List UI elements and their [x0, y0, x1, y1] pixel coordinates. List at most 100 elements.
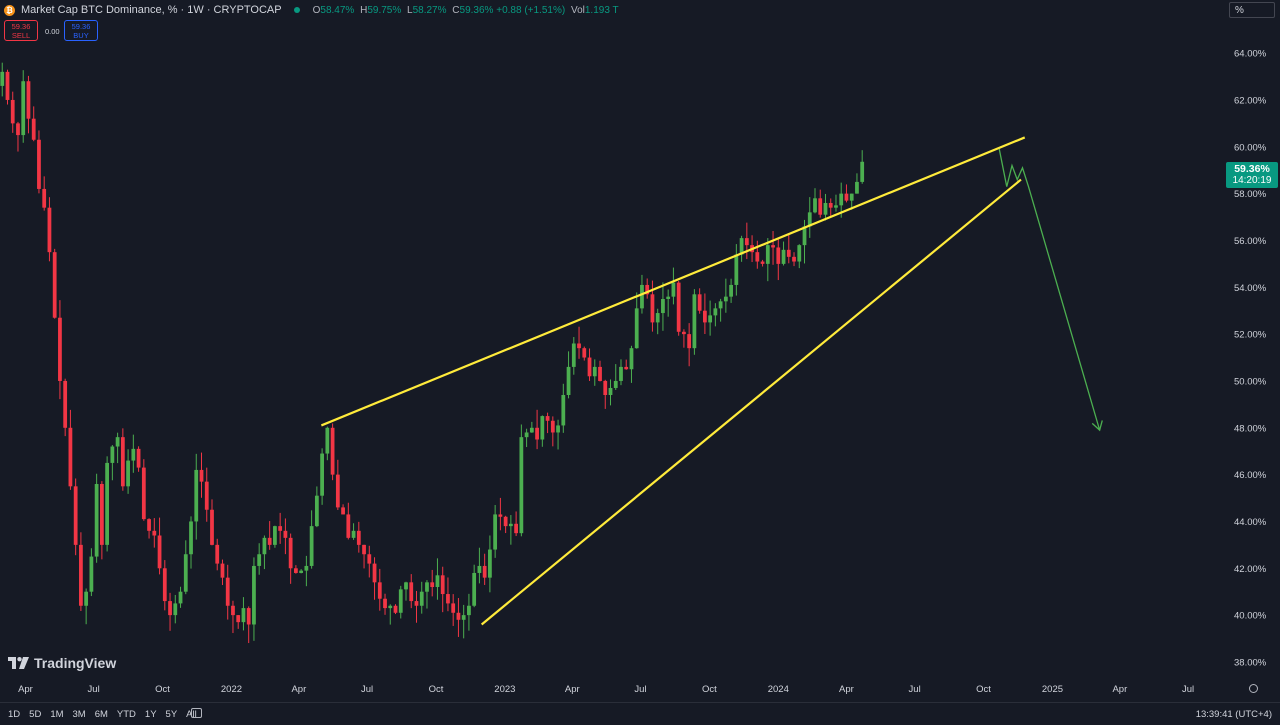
- range-3m[interactable]: 3M: [72, 709, 86, 720]
- market-status-icon: [293, 7, 300, 13]
- x-tick-label: Jul: [634, 684, 646, 695]
- candle: [477, 547, 482, 584]
- candle: [508, 515, 513, 545]
- x-tick-label: Oct: [702, 684, 717, 695]
- candle: [430, 569, 435, 597]
- gear-icon[interactable]: [1249, 684, 1258, 693]
- candle: [760, 259, 765, 267]
- candle: [58, 300, 62, 400]
- candle: [482, 553, 487, 585]
- chart-header: ₿ Market Cap BTC Dominance, % · 1W · CRY…: [4, 3, 619, 17]
- candle: [257, 543, 262, 575]
- candle: [99, 481, 104, 560]
- y-tick-label: 58.00%: [1234, 189, 1267, 200]
- x-tick-label: Jul: [361, 684, 373, 695]
- time-axis[interactable]: Apr Jul Oct 2022 Apr Jul Oct 2023 Apr Jul Oct 2024 A…: [18, 684, 1194, 695]
- candle: [63, 378, 68, 437]
- tradingview-logo-text: TradingView: [34, 655, 117, 671]
- tradingview-logo[interactable]: TradingView: [8, 655, 116, 671]
- bottom-toolbar: 1D 5D 1M 3M 6M YTD 1Y 5Y All 13:39:41 (UTC+4): [0, 702, 1280, 725]
- candle: [178, 586, 183, 608]
- x-tick-label: Apr: [565, 684, 580, 695]
- candle: [79, 532, 83, 612]
- calendar-icon[interactable]: [191, 708, 202, 718]
- candle: [388, 604, 393, 625]
- candle: [723, 278, 728, 313]
- candle: [341, 504, 345, 515]
- candle: [708, 300, 713, 336]
- candle: [472, 564, 477, 608]
- y-tick-label: 52.00%: [1234, 330, 1267, 341]
- y-tick-label: 42.00%: [1234, 564, 1267, 575]
- candle: [215, 538, 220, 571]
- symbol-title[interactable]: Market Cap BTC Dominance, % · 1W · CRYPT…: [21, 4, 282, 16]
- close-label: C: [452, 4, 460, 16]
- candle: [613, 364, 618, 390]
- projection-path[interactable]: [998, 149, 1101, 431]
- x-tick-label: Oct: [155, 684, 170, 695]
- candle: [461, 604, 466, 639]
- candle: [498, 497, 503, 531]
- last-price: 59.36%: [1234, 163, 1270, 175]
- candle: [262, 535, 267, 570]
- candle: [807, 197, 812, 238]
- candle: [10, 91, 15, 133]
- candle: [351, 523, 356, 540]
- candle: [73, 478, 78, 556]
- range-5y[interactable]: 5Y: [165, 709, 178, 720]
- candle: [519, 424, 524, 537]
- y-tick-label: 48.00%: [1234, 423, 1267, 434]
- candle: [529, 421, 534, 433]
- candle: [293, 565, 298, 574]
- candle: [440, 566, 445, 613]
- candle: [582, 346, 587, 361]
- projection-arrowhead: [1091, 420, 1103, 432]
- candle: [545, 412, 550, 434]
- range-1y[interactable]: 1Y: [144, 709, 157, 720]
- candle: [152, 518, 157, 548]
- candle: [603, 379, 608, 409]
- range-6m[interactable]: 6M: [94, 709, 108, 720]
- range-1m[interactable]: 1M: [50, 709, 64, 720]
- candle: [383, 593, 387, 615]
- y-tick-label: 56.00%: [1234, 236, 1267, 247]
- candle: [781, 241, 786, 266]
- range-ytd[interactable]: YTD: [116, 709, 136, 720]
- y-tick-label: 46.00%: [1234, 470, 1267, 481]
- candle: [744, 222, 749, 260]
- candle: [524, 428, 529, 448]
- buy-button[interactable]: 59.36 BUY: [64, 20, 98, 41]
- candle: [855, 173, 859, 194]
- candle: [273, 525, 277, 548]
- sell-button[interactable]: 59.36 SELL: [4, 20, 38, 41]
- range-1d[interactable]: 1D: [8, 709, 21, 720]
- trendline[interactable]: [320, 136, 1026, 427]
- candle: [671, 267, 676, 305]
- candle: [792, 252, 796, 267]
- candle: [278, 512, 283, 544]
- clock[interactable]: 13:39:41 (UTC+4): [1195, 709, 1272, 720]
- price-axis[interactable]: 64.00% 62.00% 60.00% 58.00% 56.00% 54.00% 52.0…: [1234, 49, 1267, 669]
- candle: [68, 409, 73, 490]
- bitcoin-icon: ₿: [4, 4, 15, 16]
- candle: [330, 423, 335, 481]
- candle: [765, 238, 770, 282]
- candle: [131, 434, 136, 473]
- x-tick-label: 2024: [768, 684, 789, 695]
- candle: [566, 351, 571, 399]
- range-5d[interactable]: 5D: [29, 709, 42, 720]
- candle: [42, 176, 47, 211]
- candle: [47, 197, 52, 262]
- candle: [398, 585, 403, 619]
- candle: [535, 409, 539, 450]
- candle: [5, 69, 10, 105]
- x-tick-label: Apr: [18, 684, 33, 695]
- candle: [834, 194, 838, 212]
- candle: [718, 298, 723, 322]
- price-unit-selector[interactable]: %: [1229, 2, 1275, 18]
- trendline[interactable]: [480, 178, 1022, 626]
- candle: [183, 540, 188, 595]
- candle: [84, 588, 89, 625]
- candle: [676, 280, 681, 336]
